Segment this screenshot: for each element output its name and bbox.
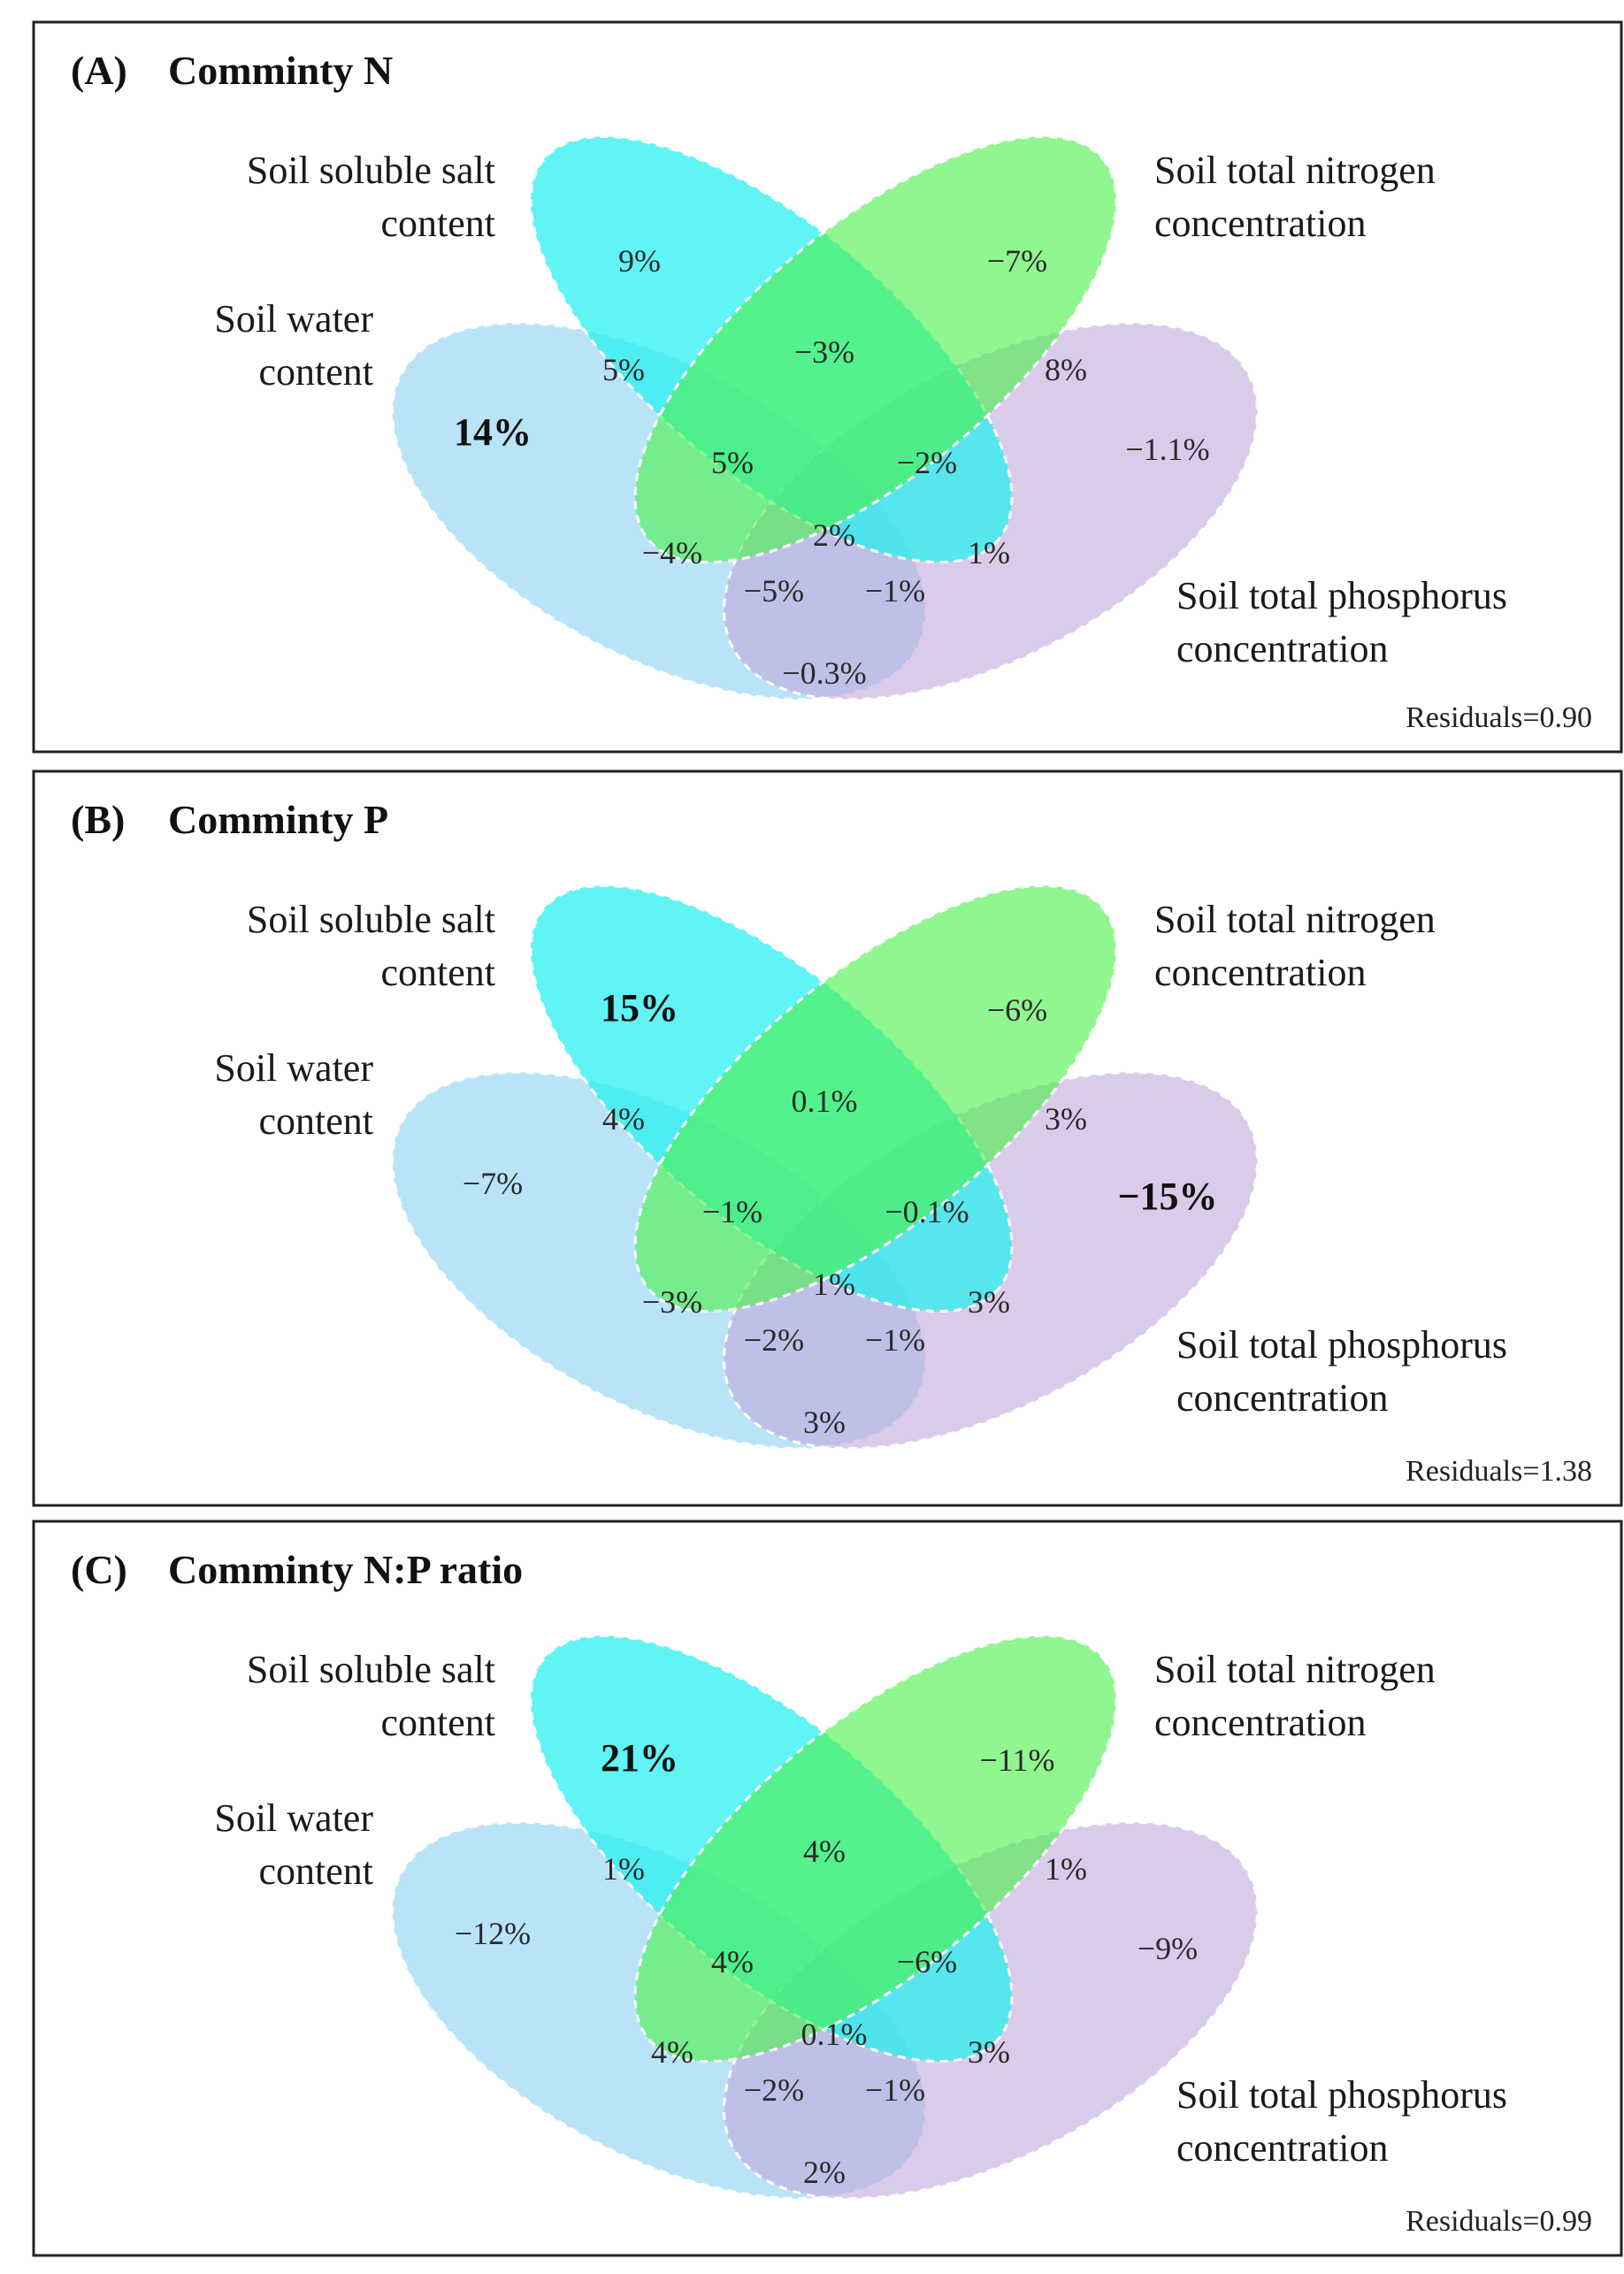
region-value-water-only: −12% [455, 1916, 531, 1951]
region-value-phosphorus-only: −15% [1117, 1175, 1217, 1218]
residuals-label: Residuals=1.38 [1406, 1455, 1592, 1488]
region-value-salt-nitrogen-phosphorus: −2% [897, 445, 957, 480]
nitrogen-label-line1: Soil total nitrogen [1154, 898, 1436, 941]
region-value-water-salt: 1% [602, 1851, 645, 1887]
panel-title: Comminty N:P ratio [168, 1547, 523, 1592]
region-value-salt-nitrogen-phosphorus: −6% [897, 1944, 957, 1979]
phosphorus-label-line2: concentration [1176, 2126, 1388, 2170]
region-value-water-phosphorus: −0.3% [782, 655, 866, 691]
water-label-line2: content [258, 1099, 373, 1143]
region-value-nitrogen-only: −6% [987, 992, 1047, 1028]
panel-frame [32, 1520, 1623, 2257]
region-value-water-nitrogen: −4% [642, 535, 702, 570]
region-value-water-salt-nitrogen: 5% [711, 445, 754, 480]
panel-letter: (A) [71, 48, 127, 93]
salt-label-line2: content [380, 1701, 495, 1744]
nitrogen-label-line2: concentration [1154, 202, 1366, 245]
region-value-all-four: 1% [813, 1267, 855, 1302]
nitrogen-label-line1: Soil total nitrogen [1154, 149, 1436, 192]
panel-letter: (C) [71, 1547, 127, 1592]
region-value-phosphorus-only: −1.1% [1125, 432, 1209, 467]
region-value-water-salt-phosphorus: −1% [865, 1322, 925, 1358]
water-label-line2: content [258, 1849, 373, 1893]
venn-panel-c: (C) Comminty N:P ratio Soil soluble salt co… [32, 1520, 1623, 2257]
panel-title: Comminty N [168, 48, 393, 93]
water-label-line1: Soil water [214, 1046, 373, 1090]
region-value-water-salt-phosphorus: −1% [865, 2072, 925, 2108]
region-value-water-salt: 4% [602, 1101, 645, 1137]
region-value-salt-nitrogen-phosphorus: −0.1% [885, 1194, 969, 1229]
region-value-water-only: 14% [454, 410, 532, 454]
region-value-water-salt: 5% [602, 352, 645, 387]
residuals-label: Residuals=0.90 [1406, 701, 1592, 734]
venn-panel-a: (A) Comminty N Soil soluble salt content Soi… [32, 20, 1623, 754]
salt-label-line1: Soil soluble salt [247, 1648, 495, 1691]
region-value-all-four: 2% [813, 517, 855, 553]
region-value-salt-nitrogen: 4% [803, 1834, 846, 1869]
region-value-salt-nitrogen: −3% [794, 334, 854, 370]
nitrogen-ellipse [633, 134, 1118, 564]
nitrogen-ellipse [633, 884, 1118, 1313]
panel-frame [32, 20, 1623, 754]
water-label-line2: content [258, 350, 373, 394]
region-value-salt-only: 9% [618, 243, 661, 279]
region-value-nitrogen-only: −7% [987, 243, 1047, 279]
nitrogen-label-line1: Soil total nitrogen [1154, 1648, 1436, 1691]
salt-label-line2: content [380, 951, 495, 994]
region-value-water-nitrogen: 4% [651, 2034, 693, 2070]
region-value-salt-phosphorus: 3% [968, 2034, 1010, 2070]
region-value-water-salt-phosphorus: −1% [865, 573, 925, 609]
phosphorus-label-line2: concentration [1176, 1376, 1388, 1420]
nitrogen-label-line2: concentration [1154, 951, 1366, 994]
nitrogen-label-line2: concentration [1154, 1701, 1366, 1744]
panel-title: Comminty P [168, 797, 388, 842]
region-value-nitrogen-phosphorus: 3% [1045, 1101, 1087, 1137]
region-value-water-phosphorus: 2% [803, 2155, 846, 2190]
panel-frame [32, 769, 1623, 1507]
region-value-salt-phosphorus: 1% [968, 535, 1010, 570]
nitrogen-ellipse [633, 1634, 1118, 2063]
water-label-line1: Soil water [214, 1796, 373, 1840]
phosphorus-label-line1: Soil total phosphorus [1176, 1323, 1507, 1367]
region-value-water-nitrogen-phosphorus: −5% [744, 573, 804, 609]
salt-label-line2: content [380, 202, 495, 245]
phosphorus-label-line2: concentration [1176, 627, 1388, 670]
region-value-phosphorus-only: −9% [1138, 1931, 1198, 1966]
phosphorus-label-line1: Soil total phosphorus [1176, 2073, 1507, 2117]
phosphorus-label-line1: Soil total phosphorus [1176, 574, 1507, 617]
region-value-salt-phosphorus: 3% [968, 1284, 1010, 1320]
water-label-line1: Soil water [214, 297, 373, 341]
region-value-water-only: −7% [463, 1166, 523, 1201]
region-value-water-salt-nitrogen: 4% [711, 1944, 754, 1979]
salt-label-line1: Soil soluble salt [247, 149, 495, 192]
residuals-label: Residuals=0.99 [1406, 2205, 1592, 2238]
panel-letter: (B) [71, 797, 125, 842]
region-value-nitrogen-only: −11% [980, 1742, 1055, 1778]
region-value-salt-nitrogen: 0.1% [792, 1083, 858, 1119]
region-value-nitrogen-phosphorus: 1% [1045, 1851, 1087, 1887]
region-value-salt-only: 21% [601, 1736, 678, 1780]
salt-label-line1: Soil soluble salt [247, 898, 495, 941]
region-value-all-four: 0.1% [801, 2017, 868, 2052]
region-value-salt-only: 15% [601, 986, 678, 1030]
venn-panel-b: (B) Comminty P Soil soluble salt content Soi… [32, 769, 1623, 1507]
region-value-water-phosphorus: 3% [803, 1405, 846, 1440]
region-value-water-nitrogen: −3% [642, 1284, 702, 1320]
region-value-water-nitrogen-phosphorus: −2% [744, 2072, 804, 2108]
region-value-water-nitrogen-phosphorus: −2% [744, 1322, 804, 1358]
region-value-nitrogen-phosphorus: 8% [1045, 352, 1087, 387]
region-value-water-salt-nitrogen: −1% [702, 1194, 762, 1229]
